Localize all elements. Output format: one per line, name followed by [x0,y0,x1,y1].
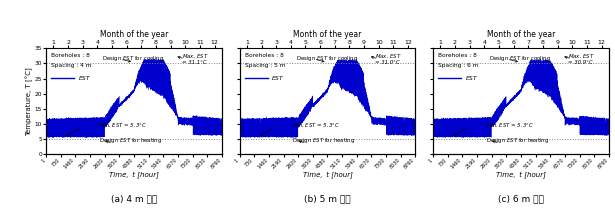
Text: Boreholes : 8: Boreholes : 8 [245,53,284,58]
Text: Design $EST$ for heating: Design $EST$ for heating [99,136,162,145]
Text: Design $EST$ for cooling: Design $EST$ for cooling [296,54,358,63]
Y-axis label: Temperature, T [°C]: Temperature, T [°C] [26,67,33,136]
Text: $EST$: $EST$ [271,74,285,82]
Text: Min. $EST$ = 5.3°C: Min. $EST$ = 5.3°C [99,121,147,130]
Text: Spacing : 6 m: Spacing : 6 m [438,63,478,68]
X-axis label: Time,  t [hour]: Time, t [hour] [109,171,159,178]
X-axis label: Time,  t [hour]: Time, t [hour] [303,171,352,178]
Text: Design $EST$ for heating: Design $EST$ for heating [292,136,355,145]
Text: Design $EST$ for cooling: Design $EST$ for cooling [102,54,164,63]
Text: Design $EST$ for cooling: Design $EST$ for cooling [490,54,551,63]
Text: $EST$: $EST$ [77,74,91,82]
Text: Boreholes : 8: Boreholes : 8 [52,53,90,58]
Text: Min. $EST$ = 5.3°C: Min. $EST$ = 5.3°C [292,121,340,130]
Text: (b) 5 m 간격: (b) 5 m 간격 [304,194,351,203]
Text: Spacing : 5 m: Spacing : 5 m [245,63,285,68]
Text: Spacing : 4 m: Spacing : 4 m [52,63,92,68]
Text: $EST$: $EST$ [465,74,478,82]
X-axis label: Month of the year: Month of the year [100,30,169,39]
Text: Design $EST$ for heating: Design $EST$ for heating [486,136,549,145]
Text: Max. $EST$
= 30.9°C: Max. $EST$ = 30.9°C [568,51,595,65]
Text: Min. $EST$ = 5.3°C: Min. $EST$ = 5.3°C [486,121,534,130]
Text: Boreholes : 8: Boreholes : 8 [438,53,477,58]
Text: Max. $EST$
= 31.0°C: Max. $EST$ = 31.0°C [375,51,402,65]
Text: (c) 6 m 간격: (c) 6 m 간격 [498,194,544,203]
Text: (a) 4 m 간격: (a) 4 m 간격 [111,194,157,203]
X-axis label: Time,  t [hour]: Time, t [hour] [496,171,546,178]
X-axis label: Month of the year: Month of the year [293,30,362,39]
Text: Max. $EST$
= 31.1°C: Max. $EST$ = 31.1°C [181,51,208,65]
X-axis label: Month of the year: Month of the year [486,30,555,39]
